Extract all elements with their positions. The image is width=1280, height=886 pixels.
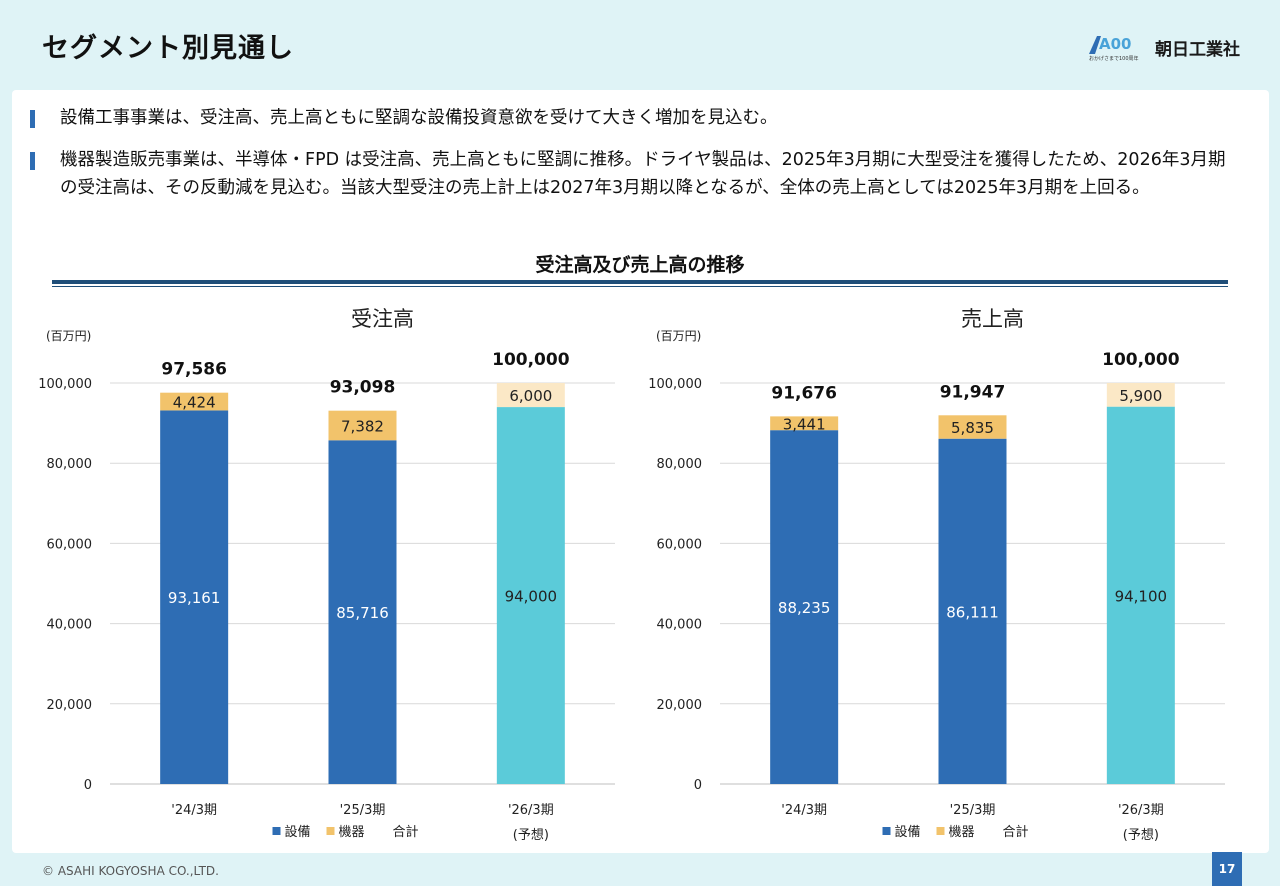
x-tick-note: (予想) (513, 827, 549, 843)
legend-label: 機器 (339, 825, 365, 840)
segment-value-label: 3,441 (783, 415, 826, 433)
y-tick-label: 60,000 (657, 537, 703, 552)
total-label: 91,676 (771, 383, 837, 403)
bar-segment (938, 438, 1007, 784)
page-number: 17 (1212, 852, 1242, 886)
x-tick-label: '26/3期 (1118, 803, 1164, 818)
bar-segment (770, 430, 839, 784)
section-rule-thin (52, 286, 1228, 287)
svg-text:おかげさまで100周年: おかげさまで100周年 (1089, 55, 1139, 62)
segment-value-label: 7,382 (341, 417, 384, 435)
chart-title: 受注高 (351, 307, 414, 331)
y-tick-label: 80,000 (47, 457, 93, 472)
y-tick-label: 0 (694, 778, 702, 793)
segment-value-label: 6,000 (509, 387, 552, 405)
bar-segment (496, 407, 565, 784)
bar-segment (328, 410, 397, 441)
bullet-text: 機器製造販売事業は、半導体・FPD は受注高、売上高ともに堅調に推移。ドライヤ製… (60, 150, 1226, 198)
total-label: 100,000 (492, 350, 570, 370)
y-tick-label: 0 (84, 778, 92, 793)
segment-value-label: 93,161 (168, 589, 221, 607)
segment-value-label: 5,835 (951, 419, 994, 437)
total-label: 97,586 (161, 360, 227, 380)
bar-segment (328, 440, 397, 784)
unit-label: (百万円) (46, 329, 91, 343)
y-tick-label: 40,000 (47, 618, 93, 633)
section-title: 受注高及び売上高の推移 (535, 254, 745, 276)
copyright: © ASAHI KOGYOSHA CO.,LTD. (42, 864, 219, 878)
bar-segment (938, 415, 1007, 439)
bar-segment (1106, 383, 1175, 407)
total-label: 91,947 (940, 382, 1006, 402)
legend-label: 合計 (1003, 824, 1029, 840)
segment-value-label: 94,000 (505, 588, 558, 606)
bullet-text: 設備工事事業は、受注高、売上高ともに堅調な設備投資意欲を受けて大きく増加を見込む… (60, 108, 778, 128)
anniversary-logo-icon: A00 おかげさまで100周年 (1089, 35, 1139, 62)
segment-value-label: 4,424 (173, 394, 216, 412)
bar-segment (1106, 406, 1175, 784)
bar-segment (160, 392, 229, 411)
bullet-equipment: 設備工事事業は、受注高、売上高ともに堅調な設備投資意欲を受けて大きく増加を見込む… (30, 104, 1230, 132)
x-tick-label: '26/3期 (508, 803, 554, 818)
legend-label: 機器 (949, 825, 975, 840)
y-tick-label: 20,000 (657, 698, 703, 713)
legend-swatch (326, 827, 335, 835)
svg-text:A00: A00 (1099, 35, 1131, 53)
bullet-machinery: 機器製造販売事業は、半導体・FPD は受注高、売上高ともに堅調に推移。ドライヤ製… (30, 146, 1230, 202)
y-tick-label: 100,000 (38, 377, 92, 392)
page-title: セグメント別見通し (42, 33, 294, 64)
chart-title: 売上高 (961, 307, 1024, 331)
bar-segment (770, 416, 839, 431)
legend-label: 合計 (393, 824, 419, 840)
legend-swatch (882, 827, 891, 835)
bar-segment (496, 383, 565, 408)
unit-label: (百万円) (656, 329, 701, 343)
segment-value-label: 88,235 (778, 599, 831, 617)
y-tick-label: 40,000 (657, 618, 703, 633)
bullet-marker (30, 110, 35, 128)
segment-value-label: 94,100 (1115, 587, 1168, 605)
y-tick-label: 60,000 (47, 537, 93, 552)
legend-label: 設備 (285, 824, 311, 840)
x-tick-note: (予想) (1123, 827, 1159, 843)
company-logo: A00 おかげさまで100周年 朝日工業社 (1087, 32, 1240, 62)
sales-chart: 売上高 (百万円) 0 20,000 40,000 60,000 80,000 100,000… (648, 307, 1225, 843)
x-tick-label: '24/3期 (781, 803, 827, 818)
bullet-marker (30, 152, 35, 170)
legend-swatch (272, 827, 281, 835)
y-tick-label: 100,000 (648, 377, 702, 392)
segment-value-label: 86,111 (946, 603, 999, 621)
company-name: 朝日工業社 (1155, 39, 1240, 60)
section-rule (52, 280, 1228, 284)
x-tick-label: '25/3期 (950, 803, 996, 818)
y-tick-label: 80,000 (657, 457, 703, 472)
legend-label: 設備 (895, 824, 921, 840)
orders-chart: 受注高 (百万円) 0 20,000 40,000 60,000 80,000 100,000… (38, 307, 615, 843)
total-label: 100,000 (1102, 350, 1180, 370)
segment-value-label: 85,716 (336, 604, 389, 622)
x-tick-label: '25/3期 (340, 803, 386, 818)
legend-swatch (936, 827, 945, 835)
bar-segment (160, 410, 229, 784)
segment-value-label: 5,900 (1119, 387, 1162, 405)
x-tick-label: '24/3期 (171, 803, 217, 818)
total-label: 93,098 (330, 378, 396, 398)
y-tick-label: 20,000 (47, 698, 93, 713)
